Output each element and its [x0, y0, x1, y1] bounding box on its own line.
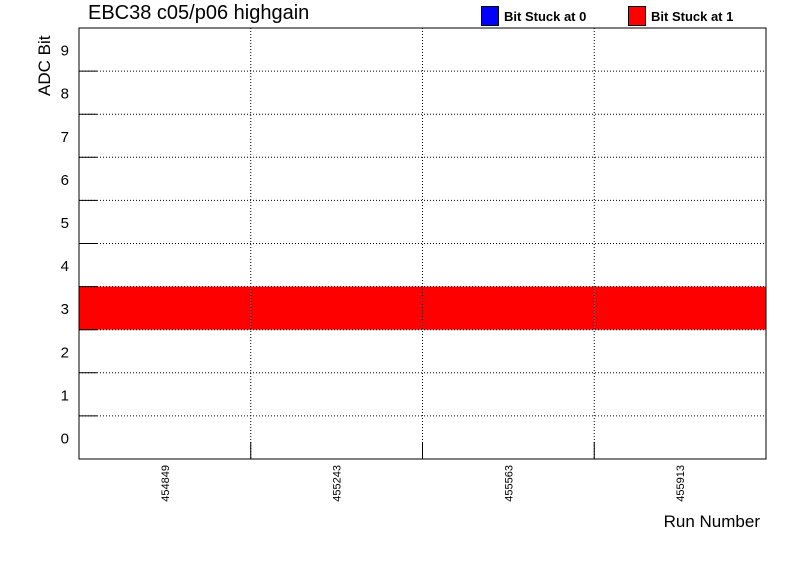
x-tick-label: 455243 — [332, 465, 344, 502]
y-axis-label: ADC Bit — [35, 35, 54, 96]
legend-item-stuck-1: Bit Stuck at 1 — [628, 5, 733, 27]
y-tick-label: 8 — [61, 86, 69, 103]
y-tick-label: 5 — [61, 215, 69, 232]
x-tick-label: 455913 — [675, 465, 687, 502]
x-tick-label: 454849 — [160, 465, 172, 502]
x-tick-label: 455563 — [503, 465, 515, 502]
legend-label-stuck-1: Bit Stuck at 1 — [651, 8, 734, 24]
x-axis-label: Run Number — [664, 512, 761, 531]
y-tick-label: 0 — [61, 430, 69, 447]
heatmap-cell-455563-bit-3 — [422, 286, 595, 330]
y-tick-label: 3 — [61, 301, 69, 318]
chart-title: EBC38 c05/p06 highgain — [88, 2, 310, 24]
y-tick-label: 7 — [61, 129, 69, 146]
legend-swatch-stuck-0 — [481, 6, 499, 26]
heatmap-cell-454849-bit-3 — [79, 286, 251, 330]
y-tick-label: 4 — [61, 258, 69, 275]
legend-swatch-stuck-1 — [628, 6, 646, 26]
y-tick-label: 1 — [61, 387, 69, 404]
heatmap-cell-455913-bit-3 — [594, 286, 766, 330]
y-tick-label: 2 — [61, 344, 69, 361]
y-tick-label: 9 — [61, 43, 69, 60]
legend-label-stuck-0: Bit Stuck at 0 — [504, 8, 587, 24]
y-tick-label: 6 — [61, 172, 69, 189]
plot-frame — [78, 27, 767, 460]
legend-item-stuck-0: Bit Stuck at 0 — [481, 5, 586, 27]
heatmap-cell-455243-bit-3 — [250, 286, 423, 330]
